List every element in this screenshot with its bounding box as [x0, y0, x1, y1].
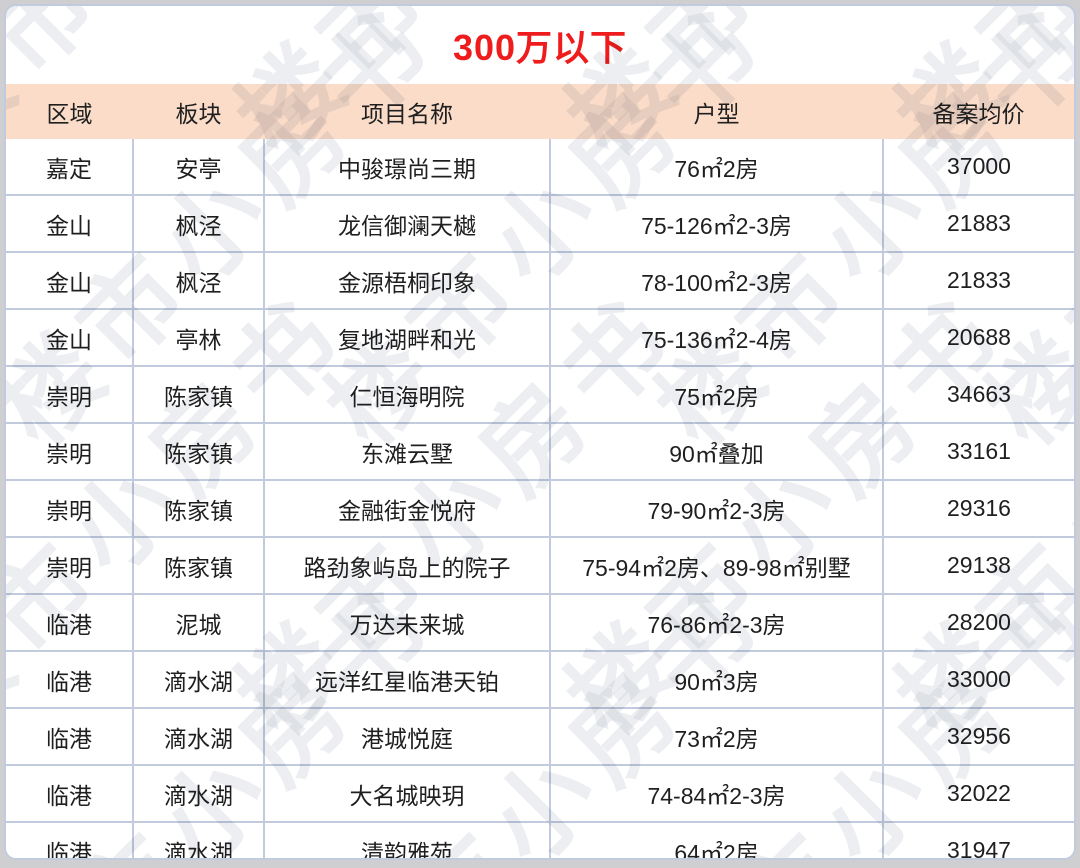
col-header-project: 项目名称: [264, 84, 550, 139]
row-layout: 75-136㎡2-4房: [549, 308, 884, 367]
row-district: 陈家镇: [132, 479, 265, 538]
row-district: 枫泾: [132, 194, 265, 253]
col-header-layout: 户型: [550, 84, 883, 139]
row-layout: 76㎡2房: [549, 139, 884, 196]
row-district: 泥城: [132, 593, 265, 652]
row-project: 万达未来城: [263, 593, 551, 652]
row-district: 滴水湖: [132, 650, 265, 709]
row-price: 29138: [882, 536, 1074, 595]
row-region: 崇明: [6, 422, 134, 481]
table-row: 崇明 陈家镇 路劲象屿岛上的院子 75-94㎡2房、89-98㎡别墅 29138: [6, 536, 1074, 595]
row-price: 33000: [882, 650, 1074, 709]
table-row: 崇明 陈家镇 仁恒海明院 75㎡2房 34663: [6, 365, 1074, 424]
row-district: 滴水湖: [132, 707, 265, 766]
row-district: 滴水湖: [132, 821, 265, 858]
row-layout: 90㎡叠加: [549, 422, 884, 481]
row-price: 28200: [882, 593, 1074, 652]
row-project: 清韵雅苑: [263, 821, 551, 858]
table-row: 临港 滴水湖 大名城映玥 74-84㎡2-3房 32022: [6, 764, 1074, 823]
row-region: 临港: [6, 764, 134, 823]
col-header-region: 区域: [6, 84, 133, 139]
row-region: 崇明: [6, 479, 134, 538]
table-row: 崇明 陈家镇 金融街金悦府 79-90㎡2-3房 29316: [6, 479, 1074, 538]
row-project: 路劲象屿岛上的院子: [263, 536, 551, 595]
table-row: 金山 枫泾 龙信御澜天樾 75-126㎡2-3房 21883: [6, 194, 1074, 253]
title-band: 300万以下: [6, 6, 1074, 84]
row-region: 金山: [6, 251, 134, 310]
row-project: 金融街金悦府: [263, 479, 551, 538]
row-region: 崇明: [6, 365, 134, 424]
row-price: 31947: [882, 821, 1074, 858]
row-region: 临港: [6, 650, 134, 709]
row-layout: 73㎡2房: [549, 707, 884, 766]
row-region: 临港: [6, 821, 134, 858]
row-price: 33161: [882, 422, 1074, 481]
table-row: 嘉定 安亭 中骏璟尚三期 76㎡2房 37000: [6, 139, 1074, 196]
row-project: 港城悦庭: [263, 707, 551, 766]
row-layout: 64㎡2房: [549, 821, 884, 858]
col-header-price: 备案均价: [883, 84, 1074, 139]
table-row: 临港 滴水湖 港城悦庭 73㎡2房 32956: [6, 707, 1074, 766]
row-district: 枫泾: [132, 251, 265, 310]
row-district: 滴水湖: [132, 764, 265, 823]
row-project: 东滩云墅: [263, 422, 551, 481]
row-project: 远洋红星临港天铂: [263, 650, 551, 709]
row-project: 大名城映玥: [263, 764, 551, 823]
row-region: 临港: [6, 593, 134, 652]
row-region: 临港: [6, 707, 134, 766]
row-price: 20688: [882, 308, 1074, 367]
row-region: 金山: [6, 194, 134, 253]
row-layout: 74-84㎡2-3房: [549, 764, 884, 823]
row-project: 复地湖畔和光: [263, 308, 551, 367]
row-district: 陈家镇: [132, 422, 265, 481]
table-header-row: 区域 板块 项目名称 户型 备案均价: [6, 84, 1074, 139]
table-row: 临港 泥城 万达未来城 76-86㎡2-3房 28200: [6, 593, 1074, 652]
row-region: 崇明: [6, 536, 134, 595]
page-title: 300万以下: [452, 27, 628, 68]
row-price: 32956: [882, 707, 1074, 766]
table-row: 金山 亭林 复地湖畔和光 75-136㎡2-4房 20688: [6, 308, 1074, 367]
row-district: 陈家镇: [132, 536, 265, 595]
row-project: 仁恒海明院: [263, 365, 551, 424]
row-project: 中骏璟尚三期: [263, 139, 551, 196]
table-row: 临港 滴水湖 远洋红星临港天铂 90㎡3房 33000: [6, 650, 1074, 709]
col-header-district: 板块: [133, 84, 264, 139]
row-price: 21883: [882, 194, 1074, 253]
row-price: 29316: [882, 479, 1074, 538]
row-layout: 75-94㎡2房、89-98㎡别墅: [549, 536, 884, 595]
row-region: 金山: [6, 308, 134, 367]
table-card: 300万以下 区域 板块 项目名称 户型 备案均价 嘉定 安亭 中骏璟尚三期 76㎡2…: [4, 4, 1076, 860]
row-region: 嘉定: [6, 139, 134, 196]
row-layout: 78-100㎡2-3房: [549, 251, 884, 310]
row-layout: 79-90㎡2-3房: [549, 479, 884, 538]
row-layout: 76-86㎡2-3房: [549, 593, 884, 652]
row-district: 安亭: [132, 139, 265, 196]
row-district: 陈家镇: [132, 365, 265, 424]
row-layout: 75㎡2房: [549, 365, 884, 424]
row-project: 金源梧桐印象: [263, 251, 551, 310]
table-row: 崇明 陈家镇 东滩云墅 90㎡叠加 33161: [6, 422, 1074, 481]
row-price: 37000: [882, 139, 1074, 196]
row-layout: 90㎡3房: [549, 650, 884, 709]
listings-table: 区域 板块 项目名称 户型 备案均价 嘉定 安亭 中骏璟尚三期 76㎡2房 37000 金…: [6, 84, 1074, 858]
row-district: 亭林: [132, 308, 265, 367]
row-price: 21833: [882, 251, 1074, 310]
row-price: 32022: [882, 764, 1074, 823]
row-project: 龙信御澜天樾: [263, 194, 551, 253]
table-row: 临港 滴水湖 清韵雅苑 64㎡2房 31947: [6, 821, 1074, 858]
row-layout: 75-126㎡2-3房: [549, 194, 884, 253]
row-price: 34663: [882, 365, 1074, 424]
table-row: 金山 枫泾 金源梧桐印象 78-100㎡2-3房 21833: [6, 251, 1074, 310]
